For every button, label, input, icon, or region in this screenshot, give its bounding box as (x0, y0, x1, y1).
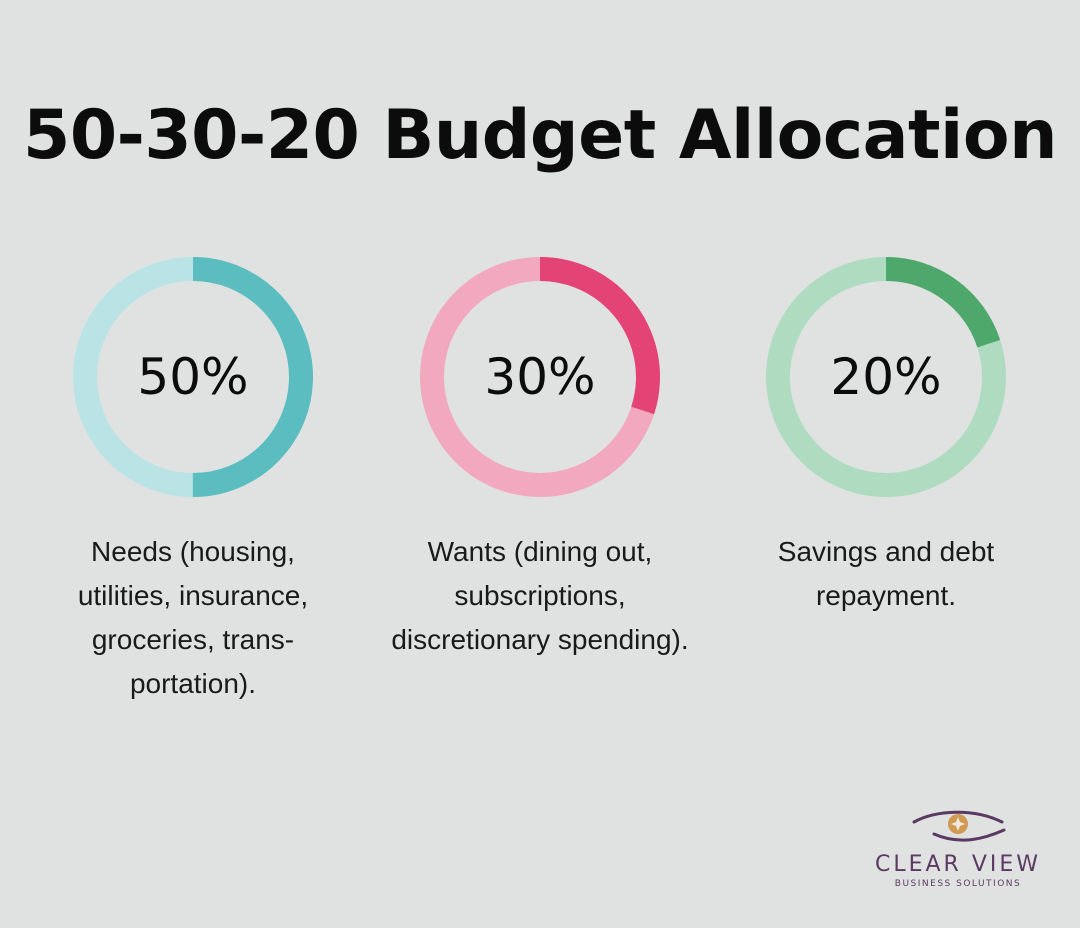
percent-label: 30% (484, 348, 596, 406)
brand-subtitle: BUSINESS SOLUTIONS (894, 879, 1022, 889)
donut-needs: 50% (73, 257, 313, 497)
description-savings: Savings and debt repayment. (777, 536, 995, 611)
description-needs: Needs (housing, utilities, insurance, gr… (77, 536, 309, 699)
donut-chart-icon (420, 257, 660, 497)
donut-savings: 20% (766, 257, 1006, 497)
donut-chart-icon (73, 257, 313, 497)
percent-label: 50% (137, 348, 249, 406)
eye-logo-icon (912, 810, 1006, 842)
percent-label: 20% (830, 348, 942, 406)
donut-wants: 30% (420, 257, 660, 497)
donut-chart-icon (766, 257, 1006, 497)
clear-view-logo: CLEAR VIEW BUSINESS SOLUTIONS (866, 808, 1050, 898)
brand-name: CLEAR VIEW (874, 852, 1042, 877)
page-title: 50-30-20 Budget Allocation (23, 96, 1058, 175)
description-wants: Wants (dining out, subscriptions, discre… (391, 536, 689, 655)
